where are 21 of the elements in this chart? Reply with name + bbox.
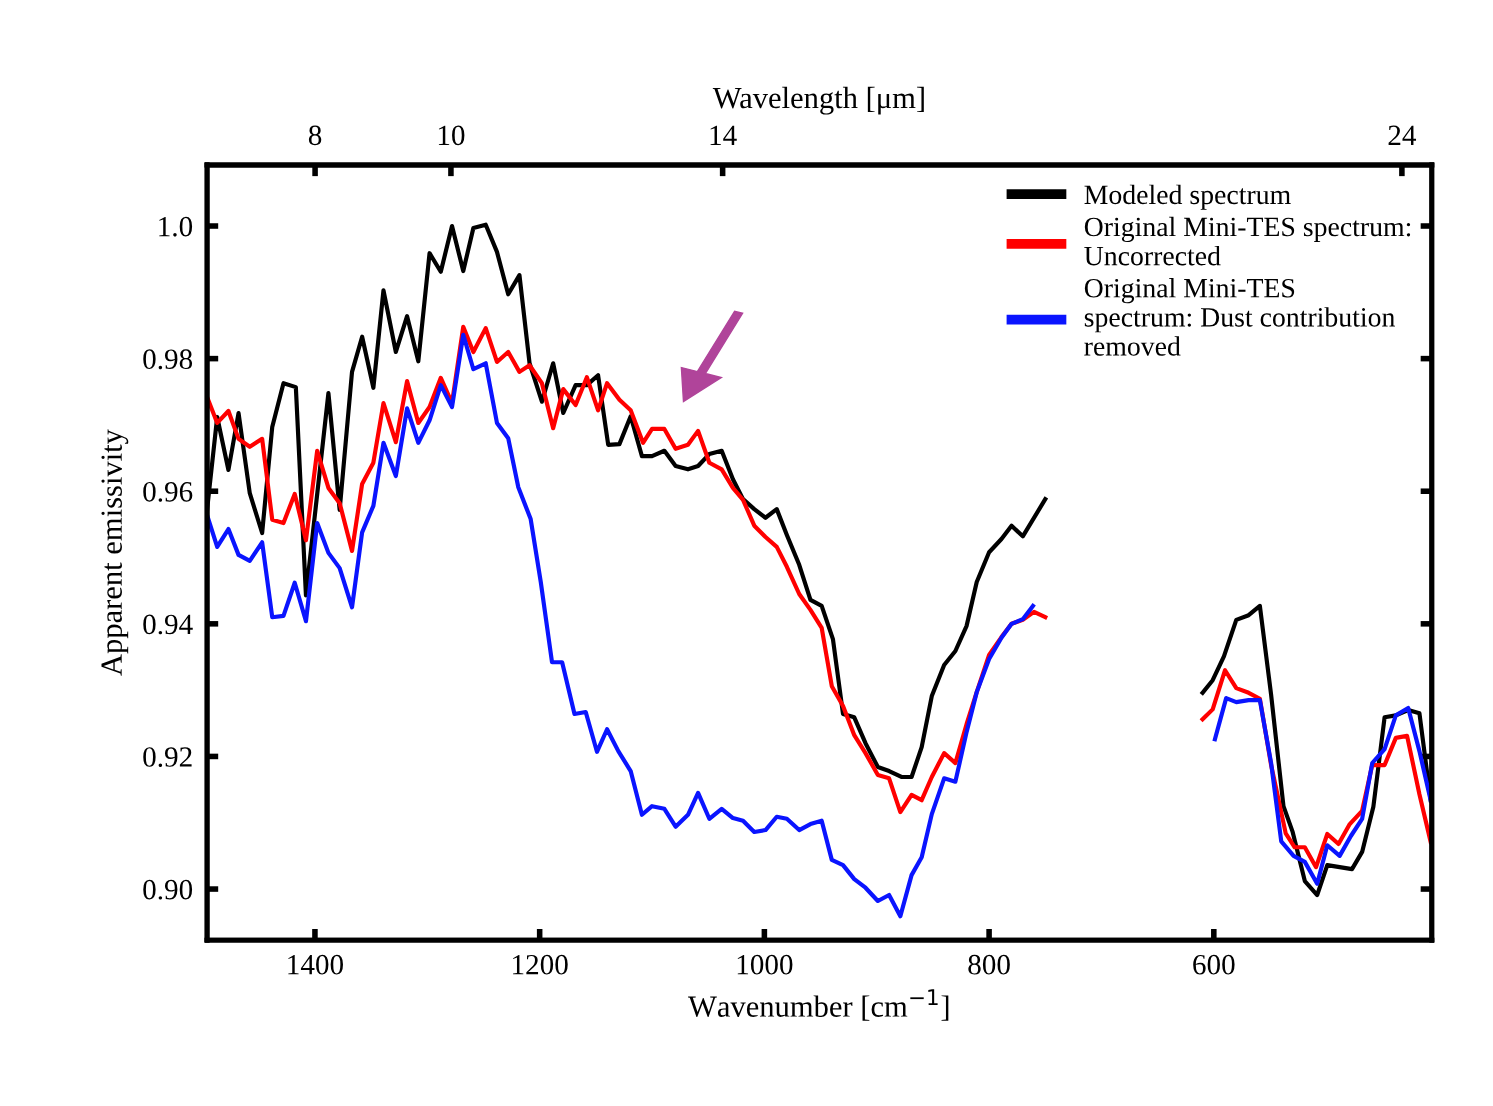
y-tick-label: 0.94 <box>143 614 193 635</box>
x-axis-title: Wavenumber [cm$^{−1}$] <box>688 989 949 1021</box>
x2-tick-label: 14 <box>710 125 737 145</box>
y-tick-label: 0.96 <box>143 481 193 502</box>
x2-tick-label: 8 <box>308 125 322 146</box>
legend-label: Modeled spectrum <box>1084 184 1291 210</box>
x-tick-label: 1000 <box>737 954 793 975</box>
y-axis-title: Apparent emissivity <box>101 429 129 676</box>
x2-tick-label: 10 <box>438 125 465 146</box>
x-tick-label: 800 <box>968 954 1010 975</box>
x-tick-label: 1200 <box>513 954 568 975</box>
x2-tick-label: 24 <box>1388 125 1417 145</box>
legend-label: Original Mini-TES spectrum: Dust contribution removed <box>1084 278 1395 356</box>
x-tick-label: 1400 <box>288 954 343 975</box>
y-tick-label: 0.90 <box>143 879 193 900</box>
y-tick-label: 0.98 <box>143 349 193 370</box>
legend-label: Original Mini-TES spectrum: Uncorrected <box>1084 216 1411 266</box>
y-tick-label: 1.0 <box>159 216 193 237</box>
y-tick-label: 0.92 <box>143 747 192 767</box>
x-tick-label: 600 <box>1193 954 1235 975</box>
x2-axis-title: Wavelength [μm] <box>712 86 924 115</box>
